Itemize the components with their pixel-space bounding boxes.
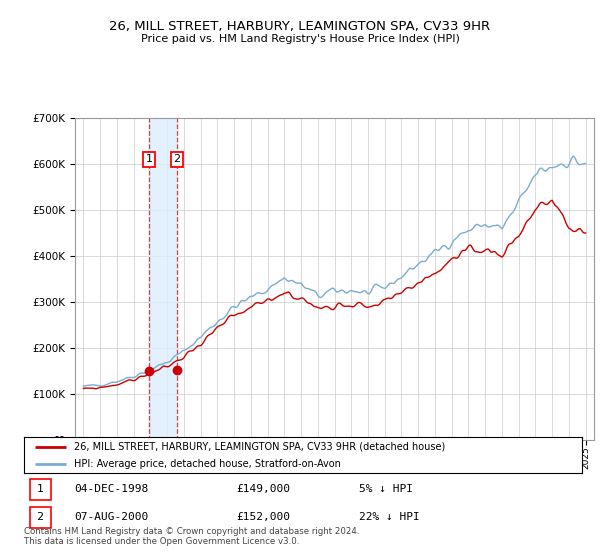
Text: 07-AUG-2000: 07-AUG-2000 [74,512,148,522]
Text: 1: 1 [145,155,152,165]
Text: 2: 2 [37,512,44,522]
Text: 5% ↓ HPI: 5% ↓ HPI [359,484,413,494]
Text: 1: 1 [37,484,44,494]
Bar [149,118,177,440]
Text: Price paid vs. HM Land Registry's House Price Index (HPI): Price paid vs. HM Land Registry's House … [140,34,460,44]
Text: 04-DEC-1998: 04-DEC-1998 [74,484,148,494]
Text: £149,000: £149,000 [236,484,290,494]
Text: 22% ↓ HPI: 22% ↓ HPI [359,512,419,522]
Bar [29,507,51,528]
Text: 26, MILL STREET, HARBURY, LEAMINGTON SPA, CV33 9HR (detached house): 26, MILL STREET, HARBURY, LEAMINGTON SPA… [74,442,445,451]
Text: 2: 2 [173,155,181,165]
Text: HPI: Average price, detached house, Stratford-on-Avon: HPI: Average price, detached house, Stra… [74,459,341,469]
Text: £152,000: £152,000 [236,512,290,522]
Text: Contains HM Land Registry data © Crown copyright and database right 2024.
This d: Contains HM Land Registry data © Crown c… [24,526,359,546]
Bar [29,479,51,500]
Text: 26, MILL STREET, HARBURY, LEAMINGTON SPA, CV33 9HR: 26, MILL STREET, HARBURY, LEAMINGTON SPA… [109,20,491,32]
